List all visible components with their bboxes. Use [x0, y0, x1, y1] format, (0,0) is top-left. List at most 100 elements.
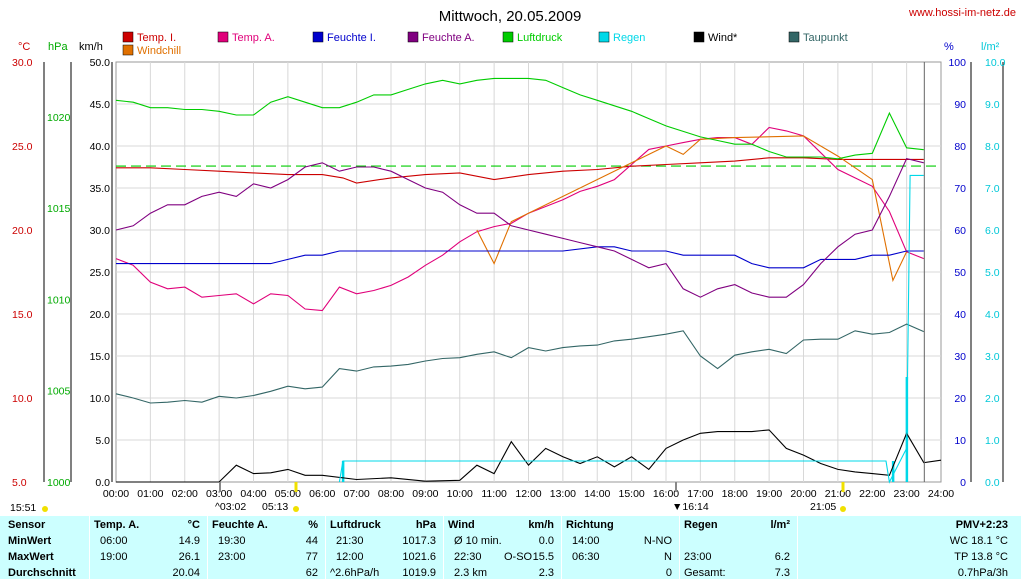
- hum-avg-value: 62: [305, 567, 318, 579]
- rain-unit: l/m²: [770, 519, 790, 531]
- temp-tick-label: 30.0: [12, 57, 33, 69]
- x-tick-label: 11:00: [481, 488, 507, 500]
- wind-tick-label: 5.0: [95, 435, 110, 447]
- humidity-tick-label: 10: [954, 435, 966, 447]
- watermark: www.hossi-im-netz.de: [908, 7, 1016, 19]
- statistics-footer: Sensor MinWert MaxWert Durchschnitt Temp…: [0, 516, 1021, 579]
- hum-unit: %: [308, 519, 318, 531]
- press-min-value: 1017.3: [402, 535, 436, 547]
- row-label-avg: Durchschnitt: [8, 567, 76, 579]
- press-header: Luftdruck: [330, 519, 381, 531]
- wind-avg-value: 2.3: [538, 567, 554, 579]
- x-tick-label: 17:00: [687, 488, 713, 500]
- temp-header: Temp. A.: [94, 519, 140, 531]
- pmv-pressure-trend: 0.7hPa/3h: [957, 567, 1008, 579]
- wind-tick-label: 40.0: [90, 141, 111, 153]
- legend-label: Wind*: [708, 32, 738, 44]
- legend-swatch: [122, 31, 134, 43]
- wind-unit-label: km/h: [79, 41, 103, 53]
- rain-header: Regen: [684, 519, 718, 531]
- wind-unit: km/h: [528, 519, 554, 531]
- rain-tick-label: 5.0: [985, 267, 1000, 279]
- x-tick-label: 15:00: [618, 488, 644, 500]
- rain-total-value: 7.3: [774, 567, 790, 579]
- pressure-tick-label: 1000: [47, 477, 71, 489]
- series-line: [116, 157, 924, 184]
- rain-tick-label: 10.0: [985, 57, 1006, 69]
- wind-max-dir: O-SO: [504, 551, 533, 563]
- rain-tick-label: 6.0: [985, 225, 1000, 237]
- series-line: [116, 429, 942, 483]
- wind-tick-label: 10.0: [90, 393, 111, 405]
- legend-label: Feuchte I.: [327, 32, 376, 44]
- humidity-unit-label: %: [944, 41, 954, 53]
- dir-row2-value: N: [664, 551, 672, 563]
- rain-tick-label: 9.0: [985, 99, 1000, 111]
- press-unit: hPa: [415, 519, 436, 531]
- rain-column: Regen l/m² 23:00 6.2 Gesamt: 7.3: [684, 516, 794, 579]
- rain-tick-label: 7.0: [985, 183, 1000, 195]
- wind-tick-label: 30.0: [90, 225, 111, 237]
- rain-total-label: Gesamt:: [684, 567, 726, 579]
- dir-header: Richtung: [566, 519, 614, 531]
- dir-row3-value: 0: [665, 567, 672, 579]
- legend-swatch: [598, 31, 610, 43]
- sunrise-label: 15:51: [10, 502, 36, 514]
- press-min-time: 21:30: [336, 535, 364, 547]
- x-tick-label: 08:00: [378, 488, 404, 500]
- sun-marker-label: 05:13: [262, 501, 288, 513]
- legend-swatch: [122, 44, 134, 56]
- x-tick-label: 00:00: [103, 488, 129, 500]
- x-tick-label: 03:00: [206, 488, 232, 500]
- temp-tick-label: 25.0: [12, 141, 33, 153]
- sun-marker-label: ▼16:14: [672, 501, 709, 513]
- press-avg-value: 1019.9: [402, 567, 436, 579]
- sun-dot: [840, 506, 846, 512]
- wind-header: Wind: [448, 519, 475, 531]
- wind-avg10-value: 0.0: [538, 535, 554, 547]
- pmv-windchill: WC 18.1 °C: [949, 535, 1008, 547]
- temp-avg-value: 20.04: [172, 567, 200, 579]
- legend-label: Taupunkt: [803, 32, 848, 44]
- sun-dot: [42, 506, 48, 512]
- legend-label: Feuchte A.: [422, 32, 475, 44]
- legend-label: Regen: [613, 32, 645, 44]
- humidity-tick-label: 100: [948, 57, 966, 69]
- pressure-unit-label: hPa: [48, 41, 68, 53]
- sun-marker-label: 21:05: [810, 501, 836, 513]
- humidity-column: Feuchte A. % 19:30 44 23:00 77 62: [212, 516, 322, 579]
- dir-row1-value: N-NO: [643, 535, 672, 547]
- humidity-tick-label: 40: [954, 309, 966, 321]
- wind-max-time: 22:30: [454, 551, 482, 563]
- humidity-tick-label: 70: [954, 183, 966, 195]
- series-line: [115, 157, 924, 298]
- wind-distance: 2.3 km: [454, 567, 488, 579]
- sensor-header: Sensor: [8, 519, 46, 531]
- x-tick-label: 23:00: [893, 488, 919, 500]
- temp-column: Temp. A. °C 06:00 14.9 19:00 26.1 20.04: [94, 516, 204, 579]
- x-tick-label: 13:00: [550, 488, 576, 500]
- legend-swatch: [788, 31, 800, 43]
- temp-max-value: 26.1: [178, 551, 200, 563]
- wind-tick-label: 20.0: [90, 309, 111, 321]
- rain-max-value: 6.2: [774, 551, 790, 563]
- pressure-tick-label: 1015: [47, 203, 71, 215]
- legend-swatch: [217, 31, 229, 43]
- pressure-column: Luftdruck hPa 21:30 1017.3 12:00 1021.6 …: [330, 516, 440, 579]
- legend-swatch: [407, 31, 419, 43]
- rain-unit-label: l/m²: [981, 41, 1000, 53]
- sensor-column: Sensor MinWert MaxWert Durchschnitt: [8, 516, 88, 579]
- x-tick-label: 19:00: [756, 488, 782, 500]
- hum-min-time: 19:30: [218, 535, 246, 547]
- legend-swatch: [502, 31, 514, 43]
- row-label-max: MaxWert: [8, 551, 54, 563]
- rain-tick-label: 8.0: [985, 141, 1000, 153]
- rain-bar: [891, 461, 895, 482]
- pressure-tick-label: 1020: [47, 112, 71, 124]
- temp-tick-label: 15.0: [12, 309, 33, 321]
- dir-row2-time: 06:30: [572, 551, 600, 563]
- x-tick-label: 24:00: [928, 488, 954, 500]
- x-tick-label: 07:00: [343, 488, 369, 500]
- wind-max-value: 15.5: [532, 551, 554, 563]
- x-tick-label: 02:00: [172, 488, 198, 500]
